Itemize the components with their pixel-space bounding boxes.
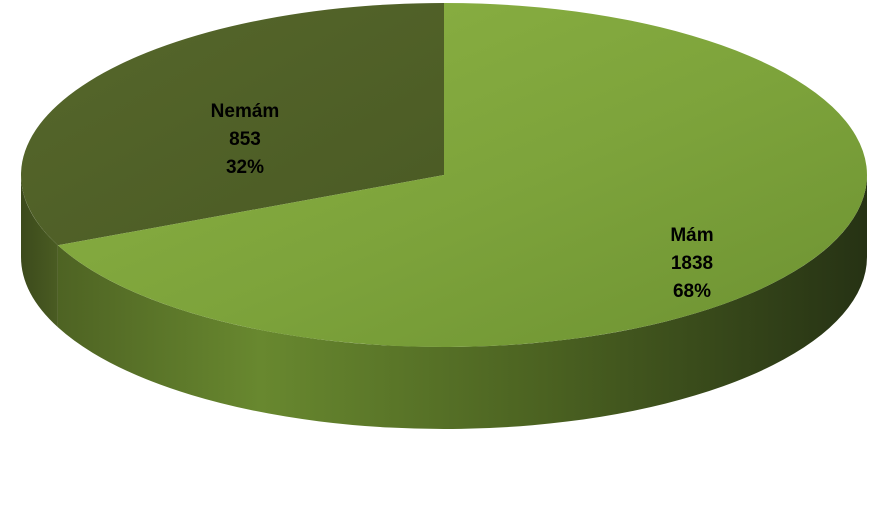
pie-slices [20, 3, 867, 347]
slice-side-nemam-0 [21, 175, 58, 328]
slice-label-nemam-name: Nemám [210, 101, 280, 122]
slice-label-mam-name: Mám [670, 225, 714, 246]
pie-sides [21, 175, 868, 430]
slice-label-mam: Mám 1838 68% [617, 222, 767, 306]
slice-label-mam-percent: 68% [672, 281, 712, 302]
slice-label-nemam-value: 853 [229, 129, 261, 150]
slice-label-nemam: Nemám 853 32% [170, 98, 320, 182]
pie-slice-nemam [20, 3, 444, 246]
slice-side-mam-0 [57, 175, 868, 430]
slice-label-nemam-percent: 32% [225, 157, 265, 178]
pie-slice-mam [57, 3, 867, 347]
slice-label-mam-value: 1838 [670, 253, 714, 274]
